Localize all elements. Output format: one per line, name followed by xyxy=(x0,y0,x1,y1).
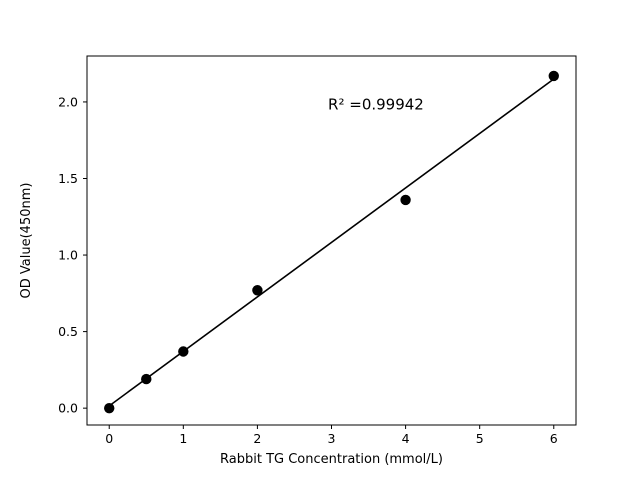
x-tick-label: 5 xyxy=(476,431,484,446)
x-tick-label: 1 xyxy=(179,431,187,446)
r-squared-annotation: R² =0.99942 xyxy=(328,96,424,114)
x-axis-label: Rabbit TG Concentration (mmol/L) xyxy=(220,452,443,467)
y-tick-label: 0.5 xyxy=(58,324,78,339)
y-tick-label: 2.0 xyxy=(58,94,78,109)
y-tick-label: 1.0 xyxy=(58,248,78,263)
y-axis-label: OD Value(450nm) xyxy=(19,183,34,299)
data-point xyxy=(178,346,189,357)
x-tick-label: 4 xyxy=(402,431,410,446)
x-tick-label: 0 xyxy=(105,431,113,446)
x-tick-label: 3 xyxy=(328,431,336,446)
y-tick-label: 1.5 xyxy=(58,171,78,186)
data-point xyxy=(104,402,115,414)
data-point xyxy=(400,194,411,206)
x-tick-label: 2 xyxy=(253,431,261,446)
data-point xyxy=(548,70,559,82)
y-tick-label: 0.0 xyxy=(58,401,78,416)
data-point xyxy=(141,373,152,385)
data-point xyxy=(252,285,263,296)
fit-line xyxy=(108,78,555,407)
x-tick-label: 6 xyxy=(550,431,558,446)
